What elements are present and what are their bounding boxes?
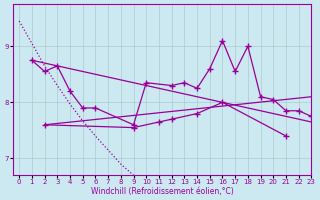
X-axis label: Windchill (Refroidissement éolien,°C): Windchill (Refroidissement éolien,°C): [91, 187, 234, 196]
